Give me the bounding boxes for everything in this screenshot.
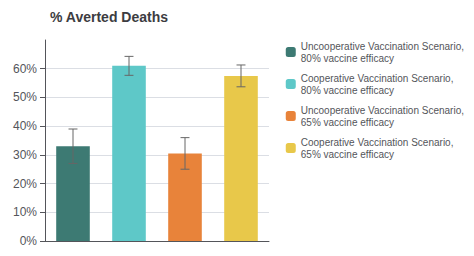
svg-text:Uncooperative Vaccination Scen: Uncooperative Vaccination Scenario, (301, 41, 464, 52)
svg-text:60%: 60% (13, 62, 37, 76)
svg-text:80% vaccine efficacy: 80% vaccine efficacy (301, 53, 394, 64)
svg-text:10%: 10% (13, 205, 37, 219)
svg-text:50%: 50% (13, 90, 37, 104)
svg-text:0%: 0% (20, 234, 38, 248)
svg-text:65% vaccine efficacy: 65% vaccine efficacy (301, 117, 394, 128)
svg-text:Uncooperative Vaccination Scen: Uncooperative Vaccination Scenario, (301, 105, 464, 116)
svg-text:Cooperative Vaccination Scenar: Cooperative Vaccination Scenario, (301, 73, 454, 84)
svg-text:30%: 30% (13, 148, 37, 162)
svg-text:65% vaccine efficacy: 65% vaccine efficacy (301, 149, 394, 160)
svg-text:% Averted Deaths: % Averted Deaths (50, 9, 168, 25)
svg-text:40%: 40% (13, 119, 37, 133)
svg-text:20%: 20% (13, 177, 37, 191)
svg-text:Cooperative Vaccination Scenar: Cooperative Vaccination Scenario, (301, 137, 454, 148)
svg-text:80% vaccine efficacy: 80% vaccine efficacy (301, 85, 394, 96)
